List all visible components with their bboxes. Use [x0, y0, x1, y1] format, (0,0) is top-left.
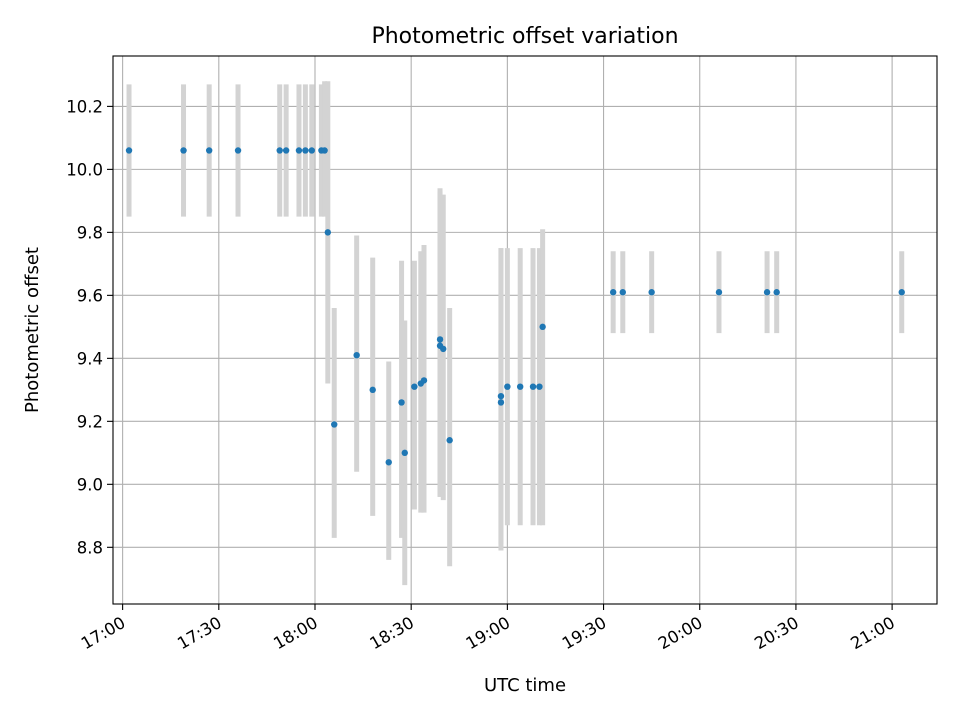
data-point [504, 383, 511, 390]
data-points [125, 147, 905, 466]
data-point [180, 147, 187, 154]
data-point [619, 289, 626, 296]
data-point [276, 147, 283, 154]
y-tick-label: 10.2 [66, 97, 103, 116]
plot-frame [112, 55, 938, 605]
x-axis-label: UTC time [484, 675, 566, 696]
data-point [898, 289, 905, 296]
data-point [295, 147, 303, 154]
data-point [420, 377, 428, 384]
data-point [369, 386, 376, 394]
y-axis-label: Photometric offset [22, 247, 43, 413]
data-point [282, 147, 290, 154]
data-point [436, 336, 444, 343]
x-tick-label: 19:30 [559, 613, 610, 653]
y-tick-label: 9.0 [77, 475, 103, 494]
x-tick-label: 17:00 [78, 613, 129, 653]
data-point [411, 383, 418, 390]
y-tick-label: 9.4 [77, 349, 103, 368]
x-tick-label: 18:30 [366, 613, 417, 653]
chart-title: Photometric offset variation [371, 24, 678, 49]
data-point [205, 147, 213, 154]
x-tick-label: 20:30 [751, 613, 802, 653]
data-point [234, 147, 242, 154]
data-point [440, 345, 447, 353]
x-tick-label: 20:00 [655, 613, 706, 653]
data-point [125, 147, 133, 154]
data-point [648, 289, 655, 296]
data-point [609, 289, 617, 296]
data-point [529, 383, 537, 390]
data-point [536, 383, 543, 390]
data-point [321, 147, 328, 154]
data-point [308, 147, 315, 154]
y-tick-label: 9.8 [77, 223, 103, 242]
data-point [446, 437, 453, 444]
error-bars [126, 81, 905, 586]
x-tick-label: 17:30 [174, 613, 225, 653]
data-point [353, 351, 360, 359]
y-tick-label: 8.8 [77, 538, 103, 557]
data-point [302, 147, 309, 154]
data-point [398, 399, 405, 406]
data-point [715, 289, 723, 296]
x-tick-label: 21:00 [847, 613, 898, 653]
data-point [331, 421, 338, 428]
data-point [497, 399, 505, 406]
y-tick-label: 9.2 [77, 412, 103, 431]
y-tick-label: 9.6 [77, 286, 103, 305]
data-point [497, 392, 505, 400]
y-tick-label: 10.0 [66, 160, 103, 179]
data-point [539, 323, 546, 331]
grid [113, 56, 937, 604]
data-point [385, 459, 392, 466]
x-tick-label: 18:00 [270, 613, 321, 653]
data-point [401, 449, 408, 457]
data-point [324, 229, 332, 236]
axis-ticks: 17:00 17:30 18:00 18:30 19:00 19:30 20:00 20:30… [66, 97, 898, 653]
data-point [516, 383, 524, 390]
data-point [763, 289, 771, 296]
data-point [773, 289, 780, 296]
x-tick-label: 19:00 [463, 613, 514, 653]
